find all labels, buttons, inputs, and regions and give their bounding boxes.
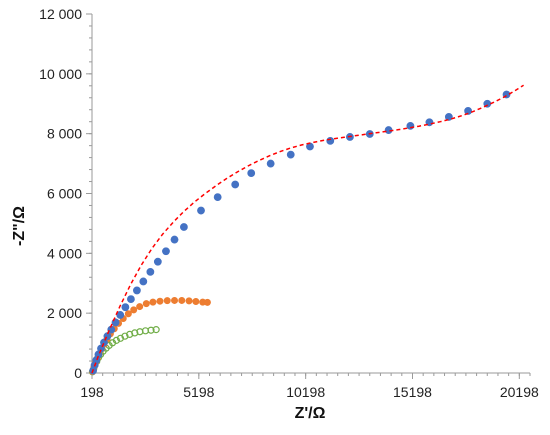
data-series-1 <box>89 90 511 375</box>
data-point <box>203 298 211 306</box>
data-point <box>171 296 179 304</box>
y-tick-label: 6 000 <box>47 186 82 202</box>
fit-line <box>91 84 525 374</box>
data-point <box>444 113 453 121</box>
x-tick-label: 15198 <box>393 384 432 400</box>
data-point <box>146 267 155 276</box>
data-point <box>133 286 141 295</box>
data-point <box>180 223 188 231</box>
data-point <box>139 277 148 286</box>
data-point <box>163 297 171 305</box>
x-axis-title: Z'/Ω <box>295 405 326 422</box>
y-tick-label: 12 000 <box>39 6 82 22</box>
x-tick-label: 10198 <box>286 384 325 400</box>
data-point <box>192 297 200 305</box>
data-point <box>131 329 139 337</box>
y-tick-label: 8 000 <box>47 126 82 142</box>
data-point <box>100 338 108 347</box>
x-tick-label: 5198 <box>183 384 214 400</box>
data-point <box>147 326 155 334</box>
series-layer <box>88 84 525 376</box>
data-point <box>121 303 130 312</box>
y-tick-label: 10 000 <box>39 66 82 82</box>
data-point <box>124 310 132 318</box>
data-point <box>185 297 193 305</box>
x-tick-label: 198 <box>80 384 104 400</box>
data-point <box>121 332 129 340</box>
data-point <box>112 336 120 344</box>
data-point <box>247 169 256 178</box>
data-point <box>286 150 295 159</box>
data-point <box>406 121 415 130</box>
data-point <box>326 136 335 145</box>
y-tick-label: 0 <box>74 365 82 381</box>
data-point <box>231 180 240 189</box>
data-point <box>156 297 164 305</box>
data-point <box>197 206 205 215</box>
data-point <box>162 247 170 256</box>
x-tick-label: 20198 <box>500 384 539 400</box>
data-point <box>127 295 135 304</box>
data-point <box>464 107 472 115</box>
data-point <box>130 306 138 314</box>
y-tick-label: 2 000 <box>47 305 82 321</box>
data-point <box>178 296 186 304</box>
data-point <box>152 326 160 334</box>
data-point <box>149 298 157 306</box>
data-point <box>266 159 275 168</box>
axes: 0 2 000 4 000 6 000 8 000 10 000 12 000 198 5198… <box>39 6 539 400</box>
data-point <box>213 193 222 201</box>
y-axis-title: -Z"/Ω <box>11 206 28 246</box>
data-point <box>142 300 150 308</box>
data-point <box>170 235 179 244</box>
data-point <box>136 303 144 311</box>
data-point <box>153 257 162 266</box>
y-tick-label: 4 000 <box>47 245 82 261</box>
